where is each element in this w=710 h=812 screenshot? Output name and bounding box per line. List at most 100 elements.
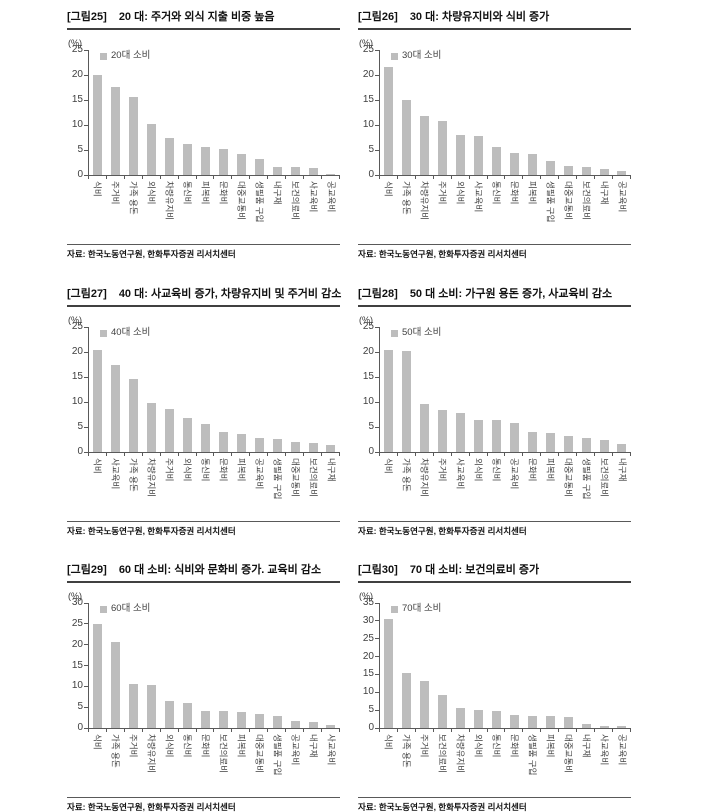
figure-title-text: 20 대: 주거와 외식 지출 비중 높음 xyxy=(118,11,275,23)
x-axis-label: 주거비 xyxy=(437,181,448,205)
y-tick-label: 10 xyxy=(362,119,374,130)
x-tick-mark xyxy=(286,176,305,179)
legend-label: 60대 소비 xyxy=(111,603,151,614)
bar xyxy=(438,410,448,452)
x-axis-label: 대중교통비 xyxy=(563,458,574,498)
bar xyxy=(402,100,412,175)
bar-slot xyxy=(523,603,541,728)
bar-slot xyxy=(197,327,215,452)
x-tick-mark xyxy=(304,729,322,732)
bar-slot xyxy=(214,327,232,452)
source-note: 자료: 한국노동연구원, 한화투자증권 리서치센터 xyxy=(358,526,527,536)
x-tick-mark xyxy=(577,176,596,179)
bar xyxy=(147,402,157,452)
bar xyxy=(420,116,430,175)
x-tick-mark xyxy=(488,176,506,179)
y-tick-mark xyxy=(375,602,379,604)
x-axis-label: 외식비 xyxy=(473,734,484,758)
legend-label: 20대 소비 xyxy=(111,50,151,61)
y-tick-mark xyxy=(375,426,379,428)
x-tick-mark xyxy=(179,453,197,456)
x-axis-label: 보건의료비 xyxy=(290,181,301,221)
bar-slot xyxy=(125,327,143,452)
bar xyxy=(111,364,121,452)
bar xyxy=(420,680,430,728)
x-axis-label: 피복비 xyxy=(545,734,556,758)
bar-slot xyxy=(470,603,488,728)
x-axis-label: 주거비 xyxy=(110,181,121,205)
bar-slot xyxy=(470,50,488,175)
y-tick-mark xyxy=(84,426,88,428)
bar xyxy=(111,641,121,728)
bar xyxy=(491,710,501,728)
bar-slot xyxy=(434,50,452,175)
y-tick-mark xyxy=(84,74,88,76)
x-tick-mark xyxy=(232,176,251,179)
bar-slot xyxy=(161,603,179,728)
x-tick-mark xyxy=(541,176,560,179)
y-tick-mark xyxy=(375,174,379,176)
x-axis-label: 주거비 xyxy=(419,734,430,758)
y-tick-mark xyxy=(84,451,88,453)
y-tick-mark xyxy=(375,656,379,658)
y-tick-label: 25 xyxy=(71,44,83,55)
x-axis-ticks xyxy=(379,729,631,732)
x-tick-mark xyxy=(559,453,578,456)
bar-slot xyxy=(250,327,268,452)
bar xyxy=(93,349,103,452)
y-tick-mark xyxy=(84,149,88,151)
y-tick-mark xyxy=(84,99,88,101)
source-note: 자료: 한국노동연구원, 한화투자증권 리서치센터 xyxy=(67,802,236,812)
y-tick-mark xyxy=(375,451,379,453)
bar-slot xyxy=(434,327,452,452)
y-tick-label: 15 xyxy=(71,659,83,671)
bar xyxy=(509,714,519,728)
bar-chart: 0 5 10 15 20 25 50대 소비 식비 가족 용돈 차량유지비 주거비 사교육비 외식비… xyxy=(358,321,631,516)
y-tick-label: 5 xyxy=(368,421,374,432)
legend-swatch-icon xyxy=(391,329,398,337)
chart-title: [그림27] 40 대: 사교육비 증가, 차량유지비 및 주거비 감소 xyxy=(67,287,341,301)
x-axis-label: 차량유지비 xyxy=(146,458,157,498)
y-tick-mark xyxy=(375,673,379,675)
bar-slot xyxy=(143,603,161,728)
x-tick-mark xyxy=(380,453,398,456)
figure-tag: [그림26] xyxy=(358,11,398,23)
bar-slot xyxy=(214,603,232,728)
x-axis-label: 공교육비 xyxy=(290,734,301,766)
bar-slot xyxy=(613,50,631,175)
legend-label: 70대 소비 xyxy=(402,603,442,614)
y-tick-mark xyxy=(84,727,88,729)
bar xyxy=(474,709,484,728)
x-axis-label: 외식비 xyxy=(182,458,193,482)
bar xyxy=(147,684,157,728)
x-axis-label: 피복비 xyxy=(527,181,538,205)
x-axis-label: 외식비 xyxy=(473,458,484,482)
x-axis-label: 가족 용돈 xyxy=(401,734,412,768)
y-tick-mark xyxy=(84,644,88,646)
y-tick-mark xyxy=(375,638,379,640)
y-tick-mark xyxy=(84,174,88,176)
y-tick-mark xyxy=(375,124,379,126)
bar-slot xyxy=(398,603,416,728)
x-tick-mark xyxy=(434,729,452,732)
bar-slot xyxy=(125,603,143,728)
bar xyxy=(491,420,501,452)
y-tick-label: 0 xyxy=(77,722,83,733)
plot-area: 20대 소비 xyxy=(84,49,340,176)
x-axis-labels: 식비 주거비 가족 용돈 외식비 차량유지비 통신비 피복비 문화비 대중교통비 생필품 구입 내구… xyxy=(88,181,340,239)
y-tick-label: 10 xyxy=(71,119,83,130)
y-tick-mark xyxy=(84,602,88,604)
x-axis-label: 문화비 xyxy=(218,458,229,482)
bar-slot xyxy=(286,50,304,175)
bar-slot xyxy=(595,603,613,728)
x-axis-label: 피복비 xyxy=(236,458,247,482)
bar xyxy=(456,412,466,452)
figure-title-text: 70 대 소비: 보건의료비 증가 xyxy=(409,564,540,576)
x-axis-label: 대중교통비 xyxy=(254,734,265,774)
x-tick-mark xyxy=(488,453,506,456)
x-axis-label: 보건의료비 xyxy=(218,734,229,774)
x-axis-label: 대중교통비 xyxy=(290,458,301,498)
bar-slot xyxy=(107,327,125,452)
y-tick-mark xyxy=(375,99,379,101)
x-axis-label: 통신비 xyxy=(182,734,193,758)
